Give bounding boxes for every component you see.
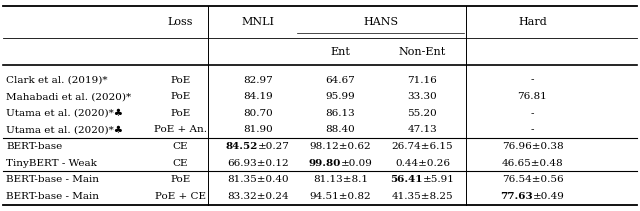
Text: 81.13±8.1: 81.13±8.1: [313, 175, 368, 184]
Text: Utama et al. (2020)*♣: Utama et al. (2020)*♣: [6, 109, 124, 118]
Text: PoE: PoE: [170, 76, 191, 85]
Text: 66.93±0.12: 66.93±0.12: [227, 159, 289, 168]
Text: Utama et al. (2020)*♣: Utama et al. (2020)*♣: [6, 125, 124, 134]
Text: Clark et al. (2019)*: Clark et al. (2019)*: [6, 76, 108, 85]
Text: 86.13: 86.13: [326, 109, 355, 118]
Text: 0.44±0.26: 0.44±0.26: [395, 159, 450, 168]
Text: -: -: [531, 125, 534, 134]
Text: 41.35±8.25: 41.35±8.25: [392, 192, 453, 201]
Text: HANS: HANS: [364, 17, 399, 27]
Text: Ent: Ent: [330, 47, 351, 57]
Text: ±0.27: ±0.27: [258, 142, 290, 151]
Text: PoE: PoE: [170, 175, 191, 184]
Text: Hard: Hard: [518, 17, 547, 27]
Text: 84.52: 84.52: [225, 142, 258, 151]
Text: 76.54±0.56: 76.54±0.56: [502, 175, 563, 184]
Text: 33.30: 33.30: [408, 92, 437, 101]
Text: 56.41: 56.41: [390, 175, 422, 184]
Text: Non-Ent: Non-Ent: [399, 47, 446, 57]
Text: PoE: PoE: [170, 92, 191, 101]
Text: -: -: [531, 76, 534, 85]
Text: 83.32±0.24: 83.32±0.24: [227, 192, 289, 201]
Text: 64.67: 64.67: [326, 76, 355, 85]
Text: 71.16: 71.16: [408, 76, 437, 85]
Text: 55.20: 55.20: [408, 109, 437, 118]
Text: 26.74±6.15: 26.74±6.15: [392, 142, 453, 151]
Text: 80.70: 80.70: [243, 109, 273, 118]
Text: 76.81: 76.81: [518, 92, 547, 101]
Text: 76.96±0.38: 76.96±0.38: [502, 142, 563, 151]
Text: CE: CE: [173, 142, 188, 151]
Text: TinyBERT - Weak: TinyBERT - Weak: [6, 159, 97, 168]
Text: Loss: Loss: [168, 17, 193, 27]
Text: ±0.49: ±0.49: [532, 192, 564, 201]
Text: CE: CE: [173, 159, 188, 168]
Text: 95.99: 95.99: [326, 92, 355, 101]
Text: 77.63: 77.63: [500, 192, 532, 201]
Text: -: -: [531, 109, 534, 118]
Text: 98.12±0.62: 98.12±0.62: [310, 142, 371, 151]
Text: BERT-base - Main: BERT-base - Main: [6, 175, 99, 184]
Text: BERT-base: BERT-base: [6, 142, 63, 151]
Text: 84.19: 84.19: [243, 92, 273, 101]
Text: 81.35±0.40: 81.35±0.40: [227, 175, 289, 184]
Text: PoE + An.: PoE + An.: [154, 125, 207, 134]
Text: PoE + CE: PoE + CE: [155, 192, 206, 201]
Text: MNLI: MNLI: [241, 17, 275, 27]
Text: 81.90: 81.90: [243, 125, 273, 134]
Text: ±5.91: ±5.91: [422, 175, 454, 184]
Text: ±0.09: ±0.09: [340, 159, 372, 168]
Text: 46.65±0.48: 46.65±0.48: [502, 159, 563, 168]
Text: Mahabadi et al. (2020)*: Mahabadi et al. (2020)*: [6, 92, 132, 101]
Text: PoE: PoE: [170, 109, 191, 118]
Text: 82.97: 82.97: [243, 76, 273, 85]
Text: 94.51±0.82: 94.51±0.82: [310, 192, 371, 201]
Text: 47.13: 47.13: [408, 125, 437, 134]
Text: 99.80: 99.80: [308, 159, 340, 168]
Text: 88.40: 88.40: [326, 125, 355, 134]
Text: BERT-base - Main: BERT-base - Main: [6, 192, 99, 201]
